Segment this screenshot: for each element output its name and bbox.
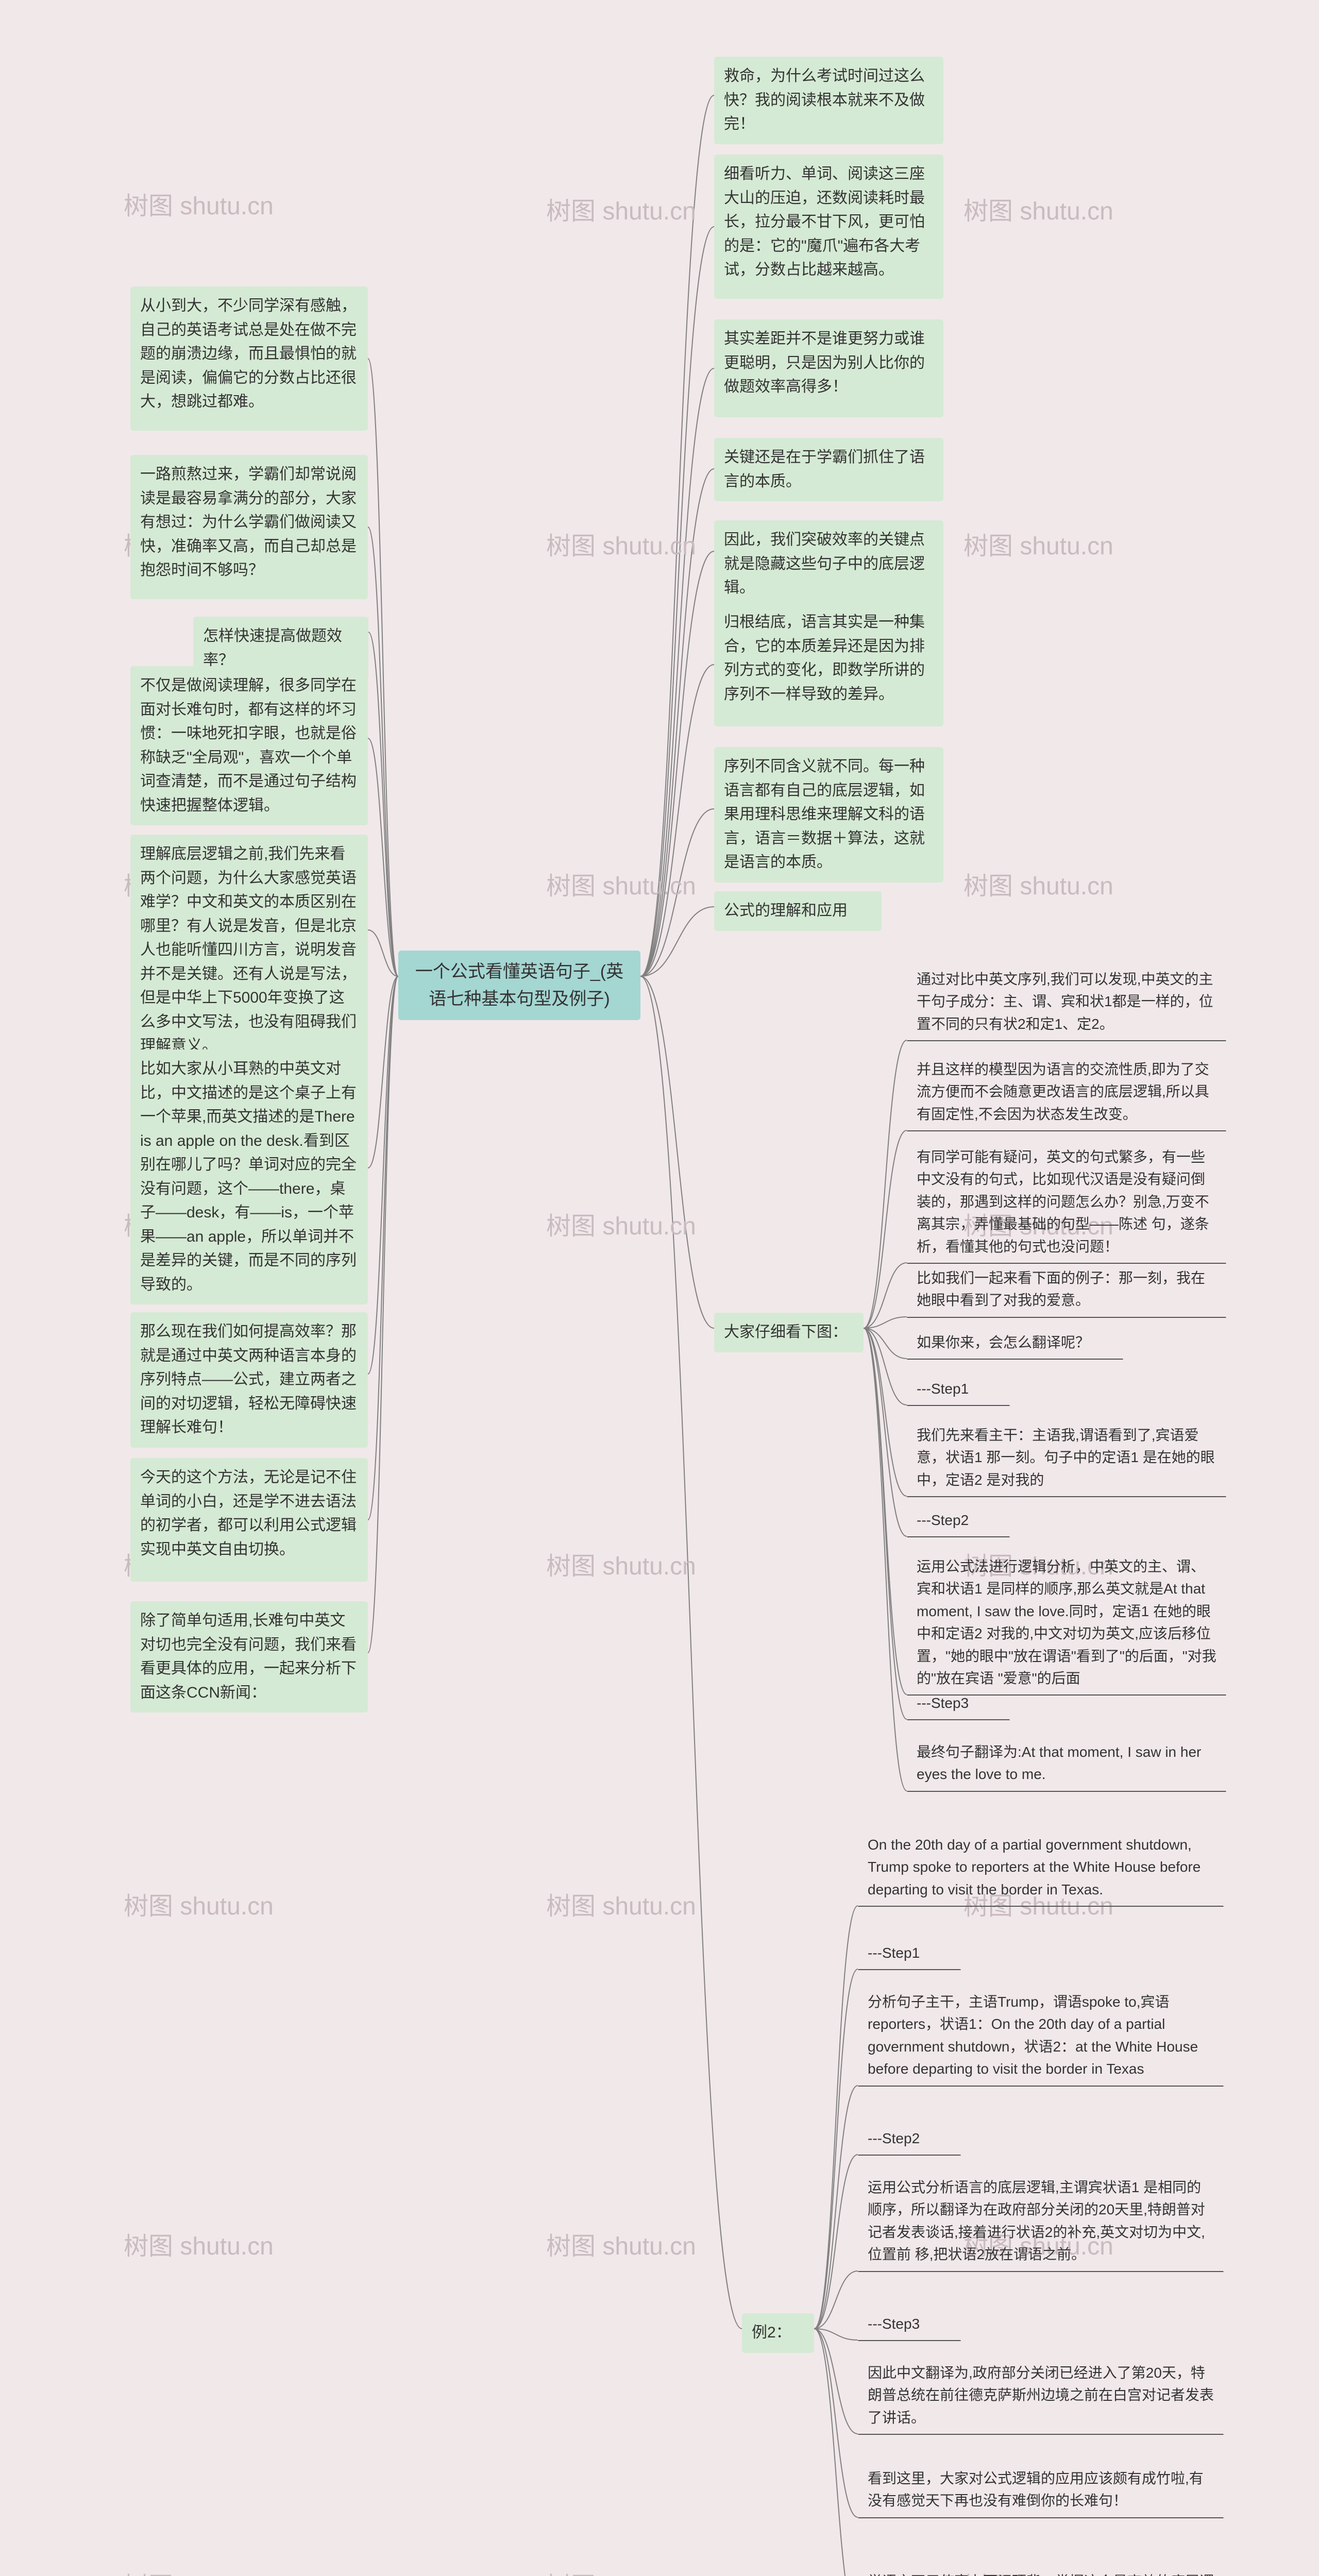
mindmap-node: 有同学可能有疑问，英文的句式繁多，有一些中文没有的句式，比如现代汉语是没有疑问倒… xyxy=(907,1141,1226,1264)
watermark: 树图 shutu.cn xyxy=(124,1886,274,1922)
mindmap-node: 公式的理解和应用 xyxy=(714,891,882,931)
mindmap-node: ---Step1 xyxy=(858,1937,961,1970)
mindmap-node: 因此中文翻译为,政府部分关闭已经进入了第20天，特朗普总统在前往德克萨斯州边境之… xyxy=(858,2357,1224,2435)
mindmap-node: 那么现在我们如何提高效率？那就是通过中英文两种语言本身的序列特点——公式，建立两… xyxy=(130,1312,368,1448)
mindmap-node: 例2： xyxy=(742,2313,814,2353)
watermark: 树图 shutu.cn xyxy=(124,2566,274,2576)
watermark: 树图 shutu.cn xyxy=(546,1206,696,1242)
mindmap-node: 比如我们一起来看下面的例子：那一刻，我在她眼中看到了对我的爱意。 xyxy=(907,1262,1226,1318)
mindmap-node: 关键还是在于学霸们抓住了语言的本质。 xyxy=(714,438,943,501)
watermark: 树图 shutu.cn xyxy=(963,191,1113,227)
mindmap-node: 归根结底，语言其实是一种集合，它的本质差异还是因为排列方式的变化，即数学所讲的序… xyxy=(714,603,943,726)
watermark: 树图 shutu.cn xyxy=(546,1546,696,1582)
mindmap-node: ---Step3 xyxy=(858,2308,961,2341)
mindmap-node: 如果你来，会怎么翻译呢？ xyxy=(907,1327,1123,1360)
mindmap-node: 不仅是做阅读理解，很多同学在面对长难句时，都有这样的坏习惯：一味地死扣字眼，也就… xyxy=(130,666,368,825)
mindmap-node: 理解底层逻辑之前,我们先来看两个问题，为什么大家感觉英语难学？中文和英文的本质区… xyxy=(130,835,368,1066)
mindmap-node: 我们先来看主干：主语我,谓语看到了,宾语爱意，状语1 那一刻。句子中的定语1 是… xyxy=(907,1419,1226,1497)
mindmap-node: 一个公式看懂英语句子_(英语七种基本句型及例子) xyxy=(398,951,640,1020)
mindmap-node: 从小到大，不少同学深有感触，自己的英语考试总是处在做不完题的崩溃边缘，而且最惧怕… xyxy=(130,286,368,431)
mindmap-node: 比如大家从小耳熟的中英文对比，中文描述的是这个桌子上有一个苹果,而英文描述的是T… xyxy=(130,1049,368,1304)
mindmap-node: 最终句子翻译为:At that moment, I saw in her eye… xyxy=(907,1736,1226,1792)
watermark: 树图 shutu.cn xyxy=(963,866,1113,902)
watermark: 树图 shutu.cn xyxy=(546,526,696,562)
mindmap-node: On the 20th day of a partial government … xyxy=(858,1829,1224,1907)
mindmap-node: 并且这样的模型因为语言的交流性质,即为了交流方便而不会随意更改语言的底层逻辑,所… xyxy=(907,1054,1226,1131)
mindmap-node: 大家仔细看下图： xyxy=(714,1313,864,1352)
mindmap-node: 细看听力、单词、阅读这三座大山的压迫，还数阅读耗时最长，拉分最不甘下风，更可怕的… xyxy=(714,155,943,299)
mindmap-node: ---Step1 xyxy=(907,1373,1010,1406)
mindmap-node: 运用公式法进行逻辑分析，中英文的主、谓、宾和状语1 是同样的顺序,那么英文就是A… xyxy=(907,1551,1226,1696)
mindmap-node: 序列不同含义就不同。每一种语言都有自己的底层逻辑，如果用理科思维来理解文科的语言… xyxy=(714,747,943,883)
watermark: 树图 shutu.cn xyxy=(546,866,696,902)
mindmap-node: 分析句子主干，主语Trump，谓语spoke to,宾语reporters，状语… xyxy=(858,1986,1224,2087)
watermark: 树图 shutu.cn xyxy=(124,2226,274,2262)
mindmap-node: 其实差距并不是谁更努力或谁更聪明，只是因为别人比你的做题效率高得多！ xyxy=(714,319,943,417)
watermark: 树图 shutu.cn xyxy=(546,1886,696,1922)
watermark: 树图 shutu.cn xyxy=(124,185,274,222)
watermark: 树图 shutu.cn xyxy=(546,2226,696,2262)
watermark: 树图 shutu.cn xyxy=(546,191,696,227)
mindmap-node: ---Step2 xyxy=(907,1504,1010,1537)
mindmap-node: ---Step2 xyxy=(858,2123,961,2156)
mindmap-node: 通过对比中英文序列,我们可以发现,中英文的主干句子成分：主、谓、宾和状1都是一样… xyxy=(907,963,1226,1041)
mindmap-node: 一路煎熬过来，学霸们却常说阅读是最容易拿满分的部分，大家有想过：为什么学霸们做阅… xyxy=(130,455,368,599)
mindmap-node: ---Step3 xyxy=(907,1687,1010,1720)
mindmap-node: 运用公式分析语言的底层逻辑,主谓宾状语1 是相同的顺序，所以翻译为在政府部分关闭… xyxy=(858,2172,1224,2272)
mindmap-node: 今天的这个方法，无论是记不住单词的小白，还是学不进去语法的初学者，都可以利用公式… xyxy=(130,1458,368,1582)
watermark: 树图 shutu.cn xyxy=(546,2566,696,2576)
mindmap-node: 学语言不用使蛮力死记硬背，掌握这个最高效的底层逻辑，吃透公式，实现中英文自由切换… xyxy=(858,2566,1224,2576)
mindmap-node: 看到这里，大家对公式逻辑的应用应该颇有成竹啦,有没有感觉天下再也没有难倒你的长难… xyxy=(858,2463,1224,2518)
mindmap-node: 因此，我们突破效率的关键点就是隐藏这些句子中的底层逻辑。 xyxy=(714,520,943,608)
watermark: 树图 shutu.cn xyxy=(963,526,1113,562)
mindmap-node: 除了简单句适用,长难句中英文对切也完全没有问题，我们来看看更具体的应用，一起来分… xyxy=(130,1601,368,1713)
mindmap-node: 救命，为什么考试时间过这么快？我的阅读根本就来不及做完！ xyxy=(714,57,943,144)
